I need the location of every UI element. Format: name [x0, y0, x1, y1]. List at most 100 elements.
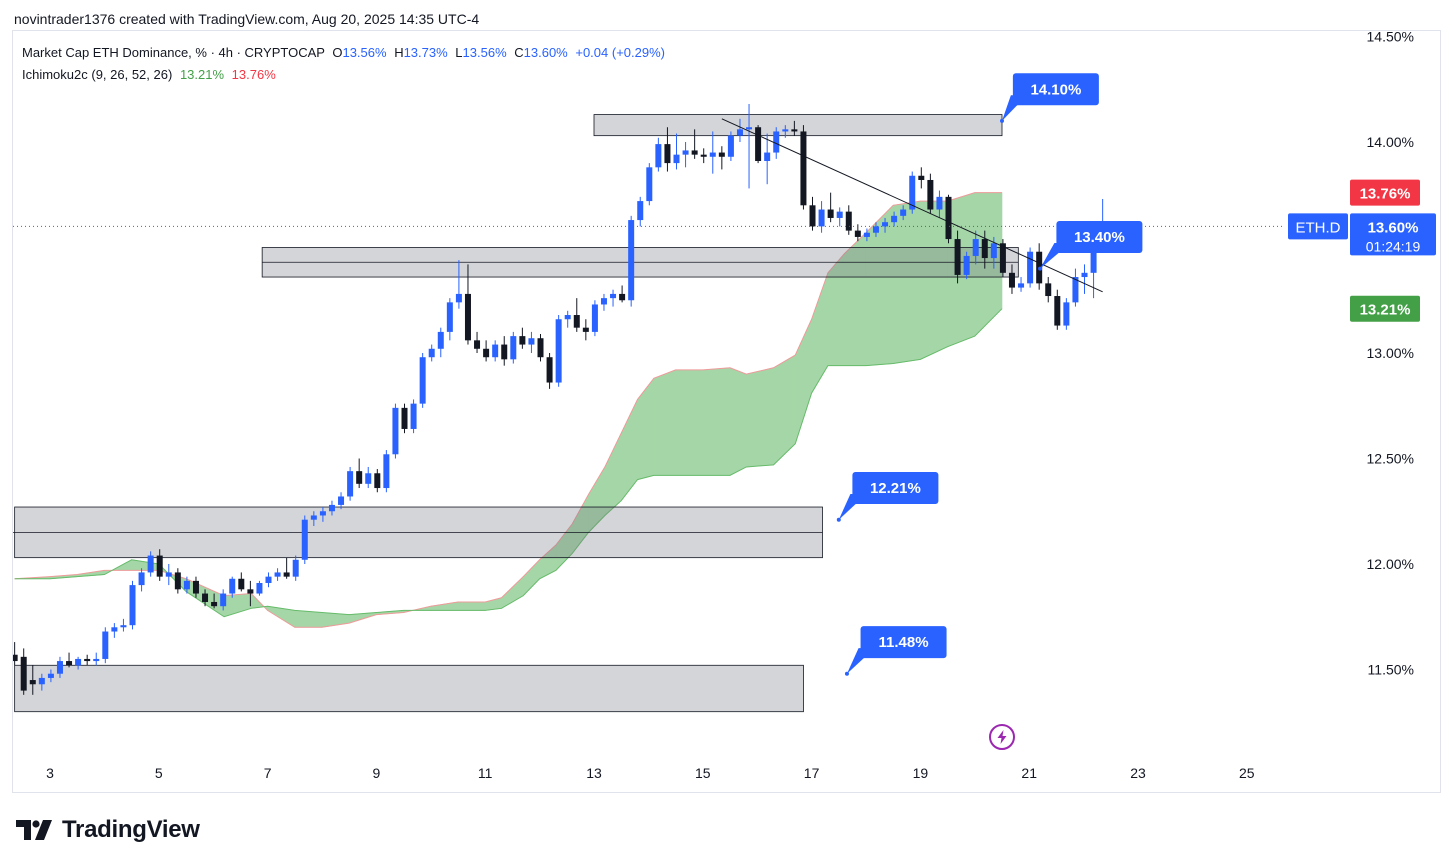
- price-label-text: 13.76%: [1360, 186, 1411, 203]
- candle-body: [610, 293, 617, 299]
- candle-body: [573, 315, 580, 328]
- cloud-segment: [702, 367, 731, 476]
- candle-body: [147, 555, 154, 573]
- zone-box[interactable]: [593, 114, 1003, 137]
- cloud-segment: [811, 272, 829, 395]
- indicator-name: Ichimoku2c (9, 26, 52, 26): [22, 67, 173, 82]
- candle-body: [84, 658, 91, 662]
- candle-body: [972, 239, 979, 256]
- candle-body: [546, 357, 553, 383]
- candle-body: [591, 304, 598, 332]
- y-tick-label: 11.50%: [1368, 662, 1414, 678]
- callout-anchor: [1000, 118, 1004, 123]
- candle-body: [891, 215, 898, 223]
- candle-body: [673, 154, 680, 164]
- candle-body: [29, 680, 36, 685]
- candle-body: [174, 572, 181, 590]
- candle-body: [764, 152, 771, 161]
- symbol-legend[interactable]: Market Cap ETH Dominance, % · 4h · CRYPT…: [22, 45, 665, 60]
- candle-body: [229, 578, 236, 594]
- candle-body: [283, 572, 290, 577]
- price-label-text: 13.60%: [1368, 219, 1419, 236]
- candle-body: [555, 319, 562, 383]
- price-label-box: [1350, 179, 1420, 206]
- candle-body: [900, 209, 907, 216]
- callout-pointer: [1040, 242, 1071, 269]
- candle-body: [102, 631, 109, 659]
- callout-box: [860, 626, 947, 659]
- tradingview-logo[interactable]: TradingView: [16, 816, 200, 844]
- candles: [13, 104, 1284, 695]
- x-tick-label: 23: [1130, 765, 1146, 781]
- candle-body: [1081, 272, 1088, 278]
- candle-body: [338, 496, 345, 505]
- candle-body: [882, 222, 889, 227]
- callout-label: 12.21%: [870, 480, 921, 497]
- candle-body: [138, 572, 145, 586]
- cloud-segment: [865, 204, 894, 366]
- candle-body: [836, 211, 843, 218]
- candle-body: [927, 179, 934, 210]
- change-value: +0.04 (+0.29%): [575, 45, 665, 60]
- price-callout[interactable]: 14.10%: [1000, 73, 1099, 123]
- candle-body: [1090, 236, 1097, 273]
- candle-body: [755, 127, 762, 161]
- zone-box[interactable]: [14, 664, 804, 713]
- candle-body: [20, 656, 27, 691]
- tradingview-logo-icon: [16, 820, 52, 840]
- high-value: 13.73%: [403, 45, 448, 60]
- callout-label: 11.48%: [879, 634, 929, 651]
- callouts[interactable]: 14.10% 13.40% 12.21% 11.48%: [836, 73, 1143, 676]
- x-axis[interactable]: 3 5 7 9 11 13 15 17 19 21 23 25: [46, 765, 1255, 781]
- candle-body: [646, 167, 653, 202]
- candle-body: [292, 559, 299, 577]
- candle-body: [827, 209, 834, 218]
- y-tick-label: 12.50%: [1367, 451, 1414, 467]
- trendline[interactable]: [721, 118, 1103, 293]
- candle-body: [637, 201, 644, 221]
- candle-body: [800, 131, 807, 206]
- x-tick-label: 13: [586, 765, 602, 781]
- candle-body: [718, 152, 725, 157]
- candle-body: [47, 673, 54, 678]
- candle-body: [120, 625, 127, 628]
- candle-body: [528, 338, 535, 345]
- price-callout[interactable]: 11.48%: [844, 626, 947, 676]
- cloud-segment: [294, 610, 323, 628]
- candle-body: [746, 127, 753, 130]
- callout-box: [852, 472, 939, 505]
- candle-body: [1027, 251, 1034, 284]
- y-tick-label: 14.00%: [1367, 134, 1414, 150]
- price-callout[interactable]: 13.40%: [1038, 220, 1143, 271]
- candle-body: [238, 578, 245, 590]
- callout-label: 13.40%: [1074, 229, 1125, 246]
- price-label-box: [1350, 213, 1436, 256]
- candle-body: [782, 129, 789, 132]
- candle-body: [1072, 277, 1079, 303]
- candle-body: [727, 135, 734, 157]
- candle-body: [1008, 272, 1015, 288]
- y-tick-label: 13.00%: [1367, 345, 1414, 361]
- candle-body: [75, 658, 82, 666]
- cloud-segment: [746, 367, 774, 468]
- candle-body: [655, 144, 662, 168]
- candle-body: [66, 661, 73, 666]
- candle-body: [501, 344, 508, 360]
- candle-body: [619, 293, 626, 301]
- indicator-legend[interactable]: Ichimoku2c (9, 26, 52, 26) 13.21% 13.76%: [22, 67, 276, 82]
- callout-label: 14.10%: [1030, 81, 1081, 98]
- price-callout[interactable]: 12.21%: [836, 472, 939, 522]
- candle-body: [709, 152, 716, 157]
- candle-body: [863, 232, 870, 237]
- candle-body: [872, 226, 879, 233]
- lightning-icon[interactable]: [989, 724, 1015, 750]
- close-label: C: [514, 45, 524, 60]
- trendline-group[interactable]: [721, 118, 1103, 293]
- open-value: 13.56%: [342, 45, 387, 60]
- candle-body: [736, 129, 743, 136]
- y-axis[interactable]: 11.50%12.00%12.50%13.00%13.50%14.00%14.5…: [1367, 29, 1414, 678]
- cloud-segment: [457, 601, 486, 611]
- candle-body: [1018, 283, 1025, 288]
- candle-body: [256, 582, 263, 594]
